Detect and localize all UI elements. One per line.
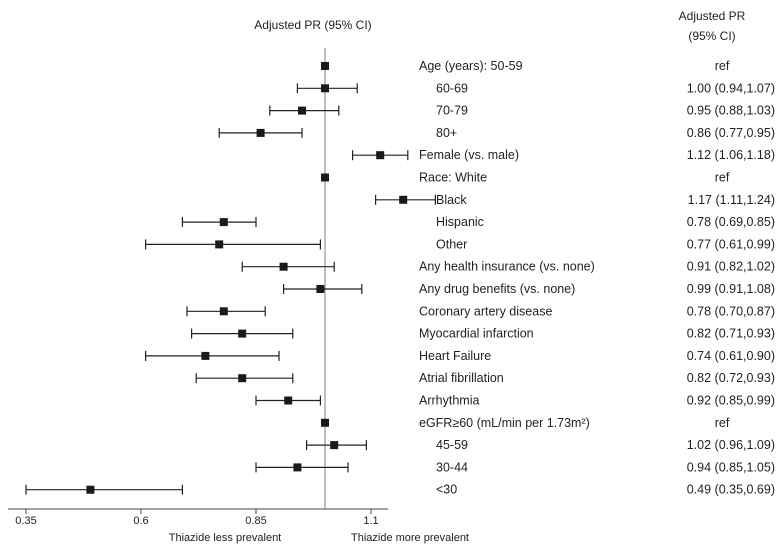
- point-estimate-marker: [219, 307, 228, 316]
- point-estimate-marker: [321, 84, 329, 93]
- forest-row: Race: White ref: [321, 171, 730, 185]
- point-estimate-marker: [298, 106, 306, 115]
- row-label: Black: [436, 193, 467, 207]
- forest-row: 60-69 1.00 (0.94,1.07): [296, 81, 775, 95]
- row-value-text: 0.74 (0.61,0.90): [687, 349, 775, 363]
- row-value-text: 0.86 (0.77,0.95): [687, 126, 775, 140]
- forest-row: Any drug benefits (vs. none) 0.99 (0.91,1…: [283, 282, 775, 296]
- row-label: Any drug benefits (vs. none): [419, 282, 575, 296]
- forest-row: Female (vs. male) 1.12 (1.06,1.18): [352, 148, 775, 162]
- forest-row: Black 1.17 (1.11,1.24): [375, 193, 775, 207]
- row-label: Myocardial infarction: [419, 327, 534, 341]
- row-value-text: 1.02 (0.96,1.09): [687, 438, 775, 452]
- column-header-line-2: (95% CI): [688, 29, 735, 43]
- point-estimate-marker: [86, 485, 95, 494]
- row-label: Race: White: [419, 171, 487, 185]
- point-estimate-marker: [201, 351, 210, 360]
- row-label: Female (vs. male): [419, 148, 519, 162]
- plot-title: Adjusted PR (95% CI): [254, 18, 371, 32]
- point-estimate-marker: [215, 240, 224, 249]
- row-label: 30-44: [436, 460, 468, 474]
- point-estimate-marker: [219, 218, 228, 227]
- forest-row: <30 0.49 (0.35,0.69): [25, 483, 775, 497]
- row-value-text: 1.17 (1.11,1.24): [688, 193, 775, 207]
- point-estimate-marker: [321, 173, 329, 182]
- forest-row: Arrhythmia 0.92 (0.85,0.99): [255, 394, 775, 408]
- x-tick-label: 0.85: [245, 515, 266, 527]
- row-label: Coronary artery disease: [419, 304, 552, 318]
- forest-row: Any health insurance (vs. none) 0.91 (0.8…: [241, 260, 775, 274]
- row-value-text: 0.94 (0.85,1.05): [687, 460, 775, 474]
- row-value-text: ref: [715, 59, 730, 73]
- row-value-text: 0.49 (0.35,0.69): [687, 483, 775, 497]
- row-label: Heart Failure: [419, 349, 491, 363]
- point-estimate-marker: [238, 374, 247, 383]
- point-estimate-marker: [316, 285, 325, 293]
- row-label: eGFR≥60 (mL/min per 1.73m²): [419, 416, 590, 430]
- x-tick-label: 1.1: [363, 515, 378, 527]
- row-label: Hispanic: [436, 215, 484, 229]
- row-label: Any health insurance (vs. none): [419, 260, 595, 274]
- point-estimate-marker: [376, 151, 385, 160]
- row-value-text: ref: [715, 416, 730, 430]
- x-tick-label: 0.35: [15, 515, 36, 527]
- forest-row: 80+ 0.86 (0.77,0.95): [218, 126, 775, 140]
- forest-row: Heart Failure 0.74 (0.61,0.90): [145, 349, 775, 363]
- point-estimate-marker: [256, 128, 265, 137]
- row-label: Age (years): 50-59: [419, 59, 523, 73]
- forest-row: Other 0.77 (0.61,0.99): [145, 237, 775, 251]
- row-value-text: 0.78 (0.70,0.87): [687, 304, 775, 318]
- row-value-text: ref: [715, 171, 730, 185]
- row-value-text: 1.12 (1.06,1.18): [687, 148, 775, 162]
- row-label: 45-59: [436, 438, 468, 452]
- row-value-text: 0.82 (0.72,0.93): [687, 371, 775, 385]
- left-note: Thiazide less prevalent: [169, 532, 282, 544]
- point-estimate-marker: [330, 441, 339, 450]
- row-label: <30: [436, 483, 457, 497]
- forest-row: 30-44 0.94 (0.85,1.05): [255, 460, 775, 474]
- forest-row: Age (years): 50-59 ref: [321, 59, 730, 73]
- row-value-text: 0.92 (0.85,0.99): [687, 394, 775, 408]
- point-estimate-marker: [321, 62, 329, 70]
- forest-row: 45-59 1.02 (0.96,1.09): [306, 438, 775, 452]
- forest-row: 70-79 0.95 (0.88,1.03): [269, 104, 775, 118]
- forest-row: Atrial fibrillation 0.82 (0.72,0.93): [195, 371, 775, 385]
- point-estimate-marker: [293, 463, 302, 472]
- row-label: 60-69: [436, 81, 468, 95]
- forest-row: Hispanic 0.78 (0.69,0.85): [181, 215, 775, 229]
- x-tick-label: 0.6: [133, 515, 148, 527]
- point-estimate-marker: [238, 329, 247, 338]
- row-label: 70-79: [436, 104, 468, 118]
- row-label: Other: [436, 237, 467, 251]
- row-value-text: 0.77 (0.61,0.99): [687, 237, 775, 251]
- row-value-text: 0.91 (0.82,1.02): [687, 260, 775, 274]
- row-label: Atrial fibrillation: [419, 371, 504, 385]
- forest-row: Myocardial infarction 0.82 (0.71,0.93): [191, 327, 775, 341]
- row-value-text: 1.00 (0.94,1.07): [687, 81, 775, 95]
- row-label: Arrhythmia: [419, 394, 479, 408]
- point-estimate-marker: [399, 195, 408, 204]
- column-header-line-1: Adjusted PR: [679, 9, 746, 23]
- row-value-text: 0.82 (0.71,0.93): [687, 327, 775, 341]
- forest-row: Coronary artery disease 0.78 (0.70,0.87): [186, 304, 775, 318]
- right-note: Thiazide more prevalent: [351, 532, 469, 544]
- row-value-text: 0.95 (0.88,1.03): [687, 104, 775, 118]
- row-value-text: 0.78 (0.69,0.85): [687, 215, 775, 229]
- point-estimate-marker: [284, 396, 293, 405]
- row-label: 80+: [436, 126, 457, 140]
- forest-row: eGFR≥60 (mL/min per 1.73m²) ref: [321, 416, 730, 430]
- point-estimate-marker: [321, 418, 329, 427]
- point-estimate-marker: [279, 262, 288, 271]
- row-value-text: 0.99 (0.91,1.08): [687, 282, 775, 296]
